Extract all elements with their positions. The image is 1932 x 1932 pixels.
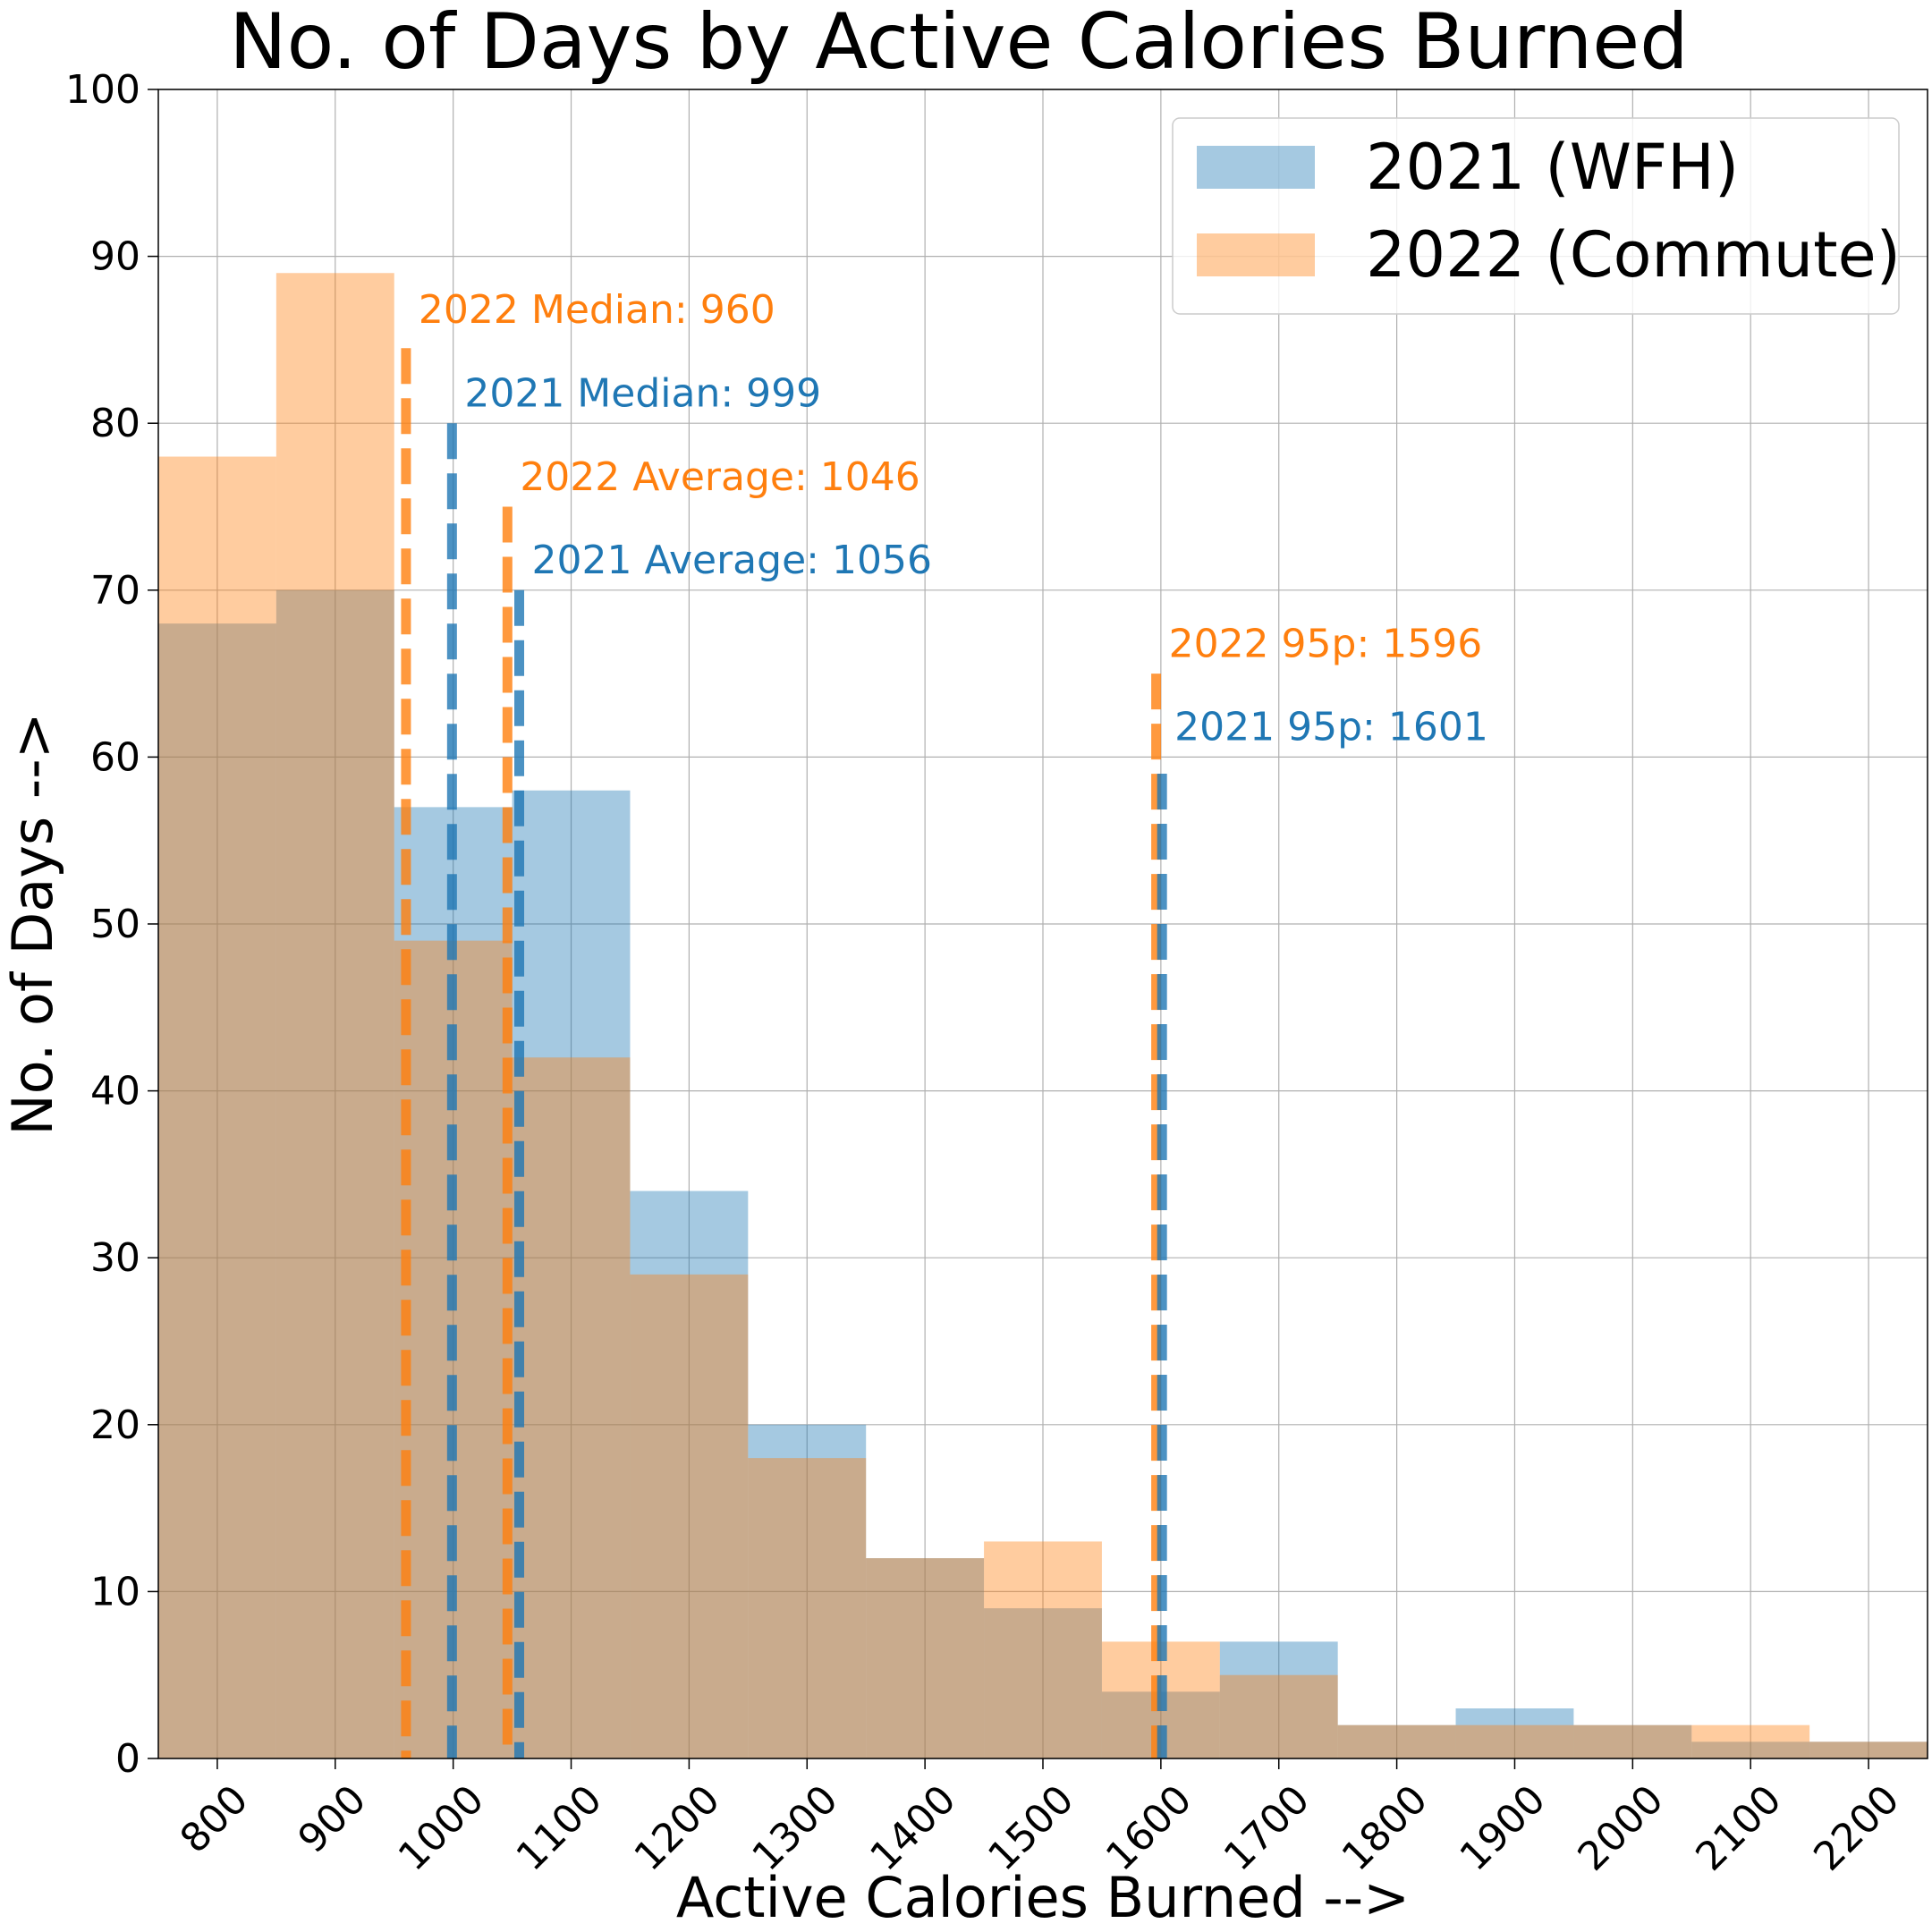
legend-label: 2021 (WFH)	[1366, 131, 1739, 204]
reference-line-label: 2021 Average: 1056	[532, 538, 932, 583]
bar-2021	[1809, 1741, 1928, 1758]
y-tick-label: 60	[90, 734, 140, 780]
reference-line-label: 2021 Median: 999	[464, 371, 821, 417]
reference-lines: 2022 Median: 960 2021 Median: 999 2022 Ave…	[401, 287, 1488, 1758]
bar-2021	[158, 623, 276, 1758]
grid-lines	[158, 89, 1928, 1759]
reference-line-label: 2021 95p: 1601	[1174, 705, 1488, 750]
y-tick-label: 20	[90, 1402, 140, 1448]
bar-2021	[630, 1191, 749, 1758]
y-tick-label: 100	[65, 67, 140, 113]
bar-2022	[630, 1274, 749, 1758]
legend: 2021 (WFH) 2022 (Commute)	[1172, 117, 1901, 315]
legend-box	[1172, 117, 1900, 315]
y-tick-label: 10	[90, 1569, 140, 1614]
y-tick-label: 80	[90, 401, 140, 446]
reference-line-label: 2022 95p: 1596	[1169, 621, 1483, 666]
bar-2021	[1219, 1641, 1338, 1758]
bar-2021	[275, 589, 394, 1758]
chart-title: No. of Days by Active Calories Burned	[229, 0, 1688, 87]
bar-2021	[984, 1608, 1102, 1758]
y-axis-label: No. of Days -->	[0, 712, 65, 1135]
y-tick-label: 70	[90, 568, 140, 614]
y-tick-label: 50	[90, 902, 140, 947]
reference-line-label: 2022 Median: 960	[419, 287, 775, 333]
bar-2022	[512, 1057, 631, 1758]
y-tick-label: 0	[115, 1736, 140, 1782]
bar-2021	[748, 1424, 867, 1758]
bar-2022	[1219, 1674, 1338, 1758]
bar-2022	[1337, 1724, 1456, 1758]
bar-2022	[1809, 1741, 1928, 1758]
legend-label: 2022 (Commute)	[1366, 218, 1901, 292]
legend-swatch	[1197, 146, 1315, 189]
bar-2022	[1691, 1724, 1810, 1758]
y-tick-label: 30	[90, 1235, 140, 1281]
bar-2022	[275, 273, 394, 1758]
y-tick-label: 90	[90, 234, 140, 280]
reference-line-label: 2022 Average: 1046	[520, 454, 919, 500]
bar-2022	[748, 1458, 867, 1758]
legend-swatch	[1197, 233, 1315, 276]
y-tick-label: 40	[90, 1069, 140, 1114]
bar-2021	[1691, 1741, 1810, 1758]
bar-2021	[866, 1558, 985, 1758]
y-axis-ticks: 0 10 20 30 40 50 60 70 80 90 100	[65, 67, 158, 1782]
bar-2022	[866, 1558, 985, 1758]
bar-2022	[1455, 1724, 1574, 1758]
bar-2022	[158, 456, 276, 1758]
bar-2021	[1337, 1724, 1456, 1758]
bar-2021	[512, 790, 631, 1758]
bar-2022	[984, 1541, 1102, 1758]
x-axis-label: Active Calories Burned -->	[676, 1865, 1410, 1930]
bar-2021	[1455, 1708, 1574, 1758]
bar-2021	[1573, 1724, 1692, 1758]
histogram-bars	[158, 273, 1928, 1758]
bar-2022	[1573, 1724, 1692, 1758]
